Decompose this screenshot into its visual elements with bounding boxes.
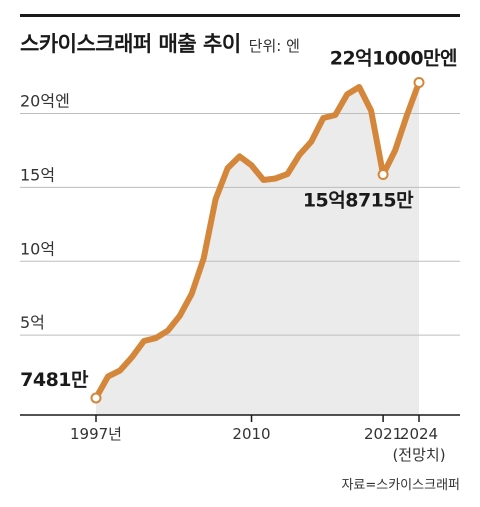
chart-title: 스카이스크래퍼 매출 추이 <box>20 32 241 56</box>
data-point <box>90 392 102 404</box>
y-tick-label: 10억 <box>20 239 55 258</box>
top-rule <box>20 14 460 17</box>
data-label: 22억1000만엔 <box>330 48 457 70</box>
x-tick-label: 2010 <box>232 425 270 443</box>
x-tick-label: 2024 <box>400 425 438 443</box>
x-tick-sublabel: (전망치) <box>392 446 445 464</box>
data-point <box>413 77 425 89</box>
x-tick-label: 2021 <box>364 425 402 443</box>
y-tick-label: 20억엔 <box>20 92 70 111</box>
x-tick-label: 1997년 <box>70 425 122 443</box>
area-fill <box>96 82 419 415</box>
y-tick-label: 5억 <box>20 313 45 332</box>
series-line <box>93 79 422 401</box>
source-note: 자료=스카이스크래퍼 <box>341 478 460 493</box>
chart-header: 스카이스크래퍼 매출 추이 단위: 엔 <box>20 28 300 58</box>
data-label: 15억8715만 <box>303 190 414 212</box>
y-tick-label: 15억 <box>20 165 55 184</box>
data-label: 7481만 <box>20 369 89 391</box>
data-point <box>377 169 389 181</box>
unit-label: 단위: 엔 <box>248 37 300 55</box>
